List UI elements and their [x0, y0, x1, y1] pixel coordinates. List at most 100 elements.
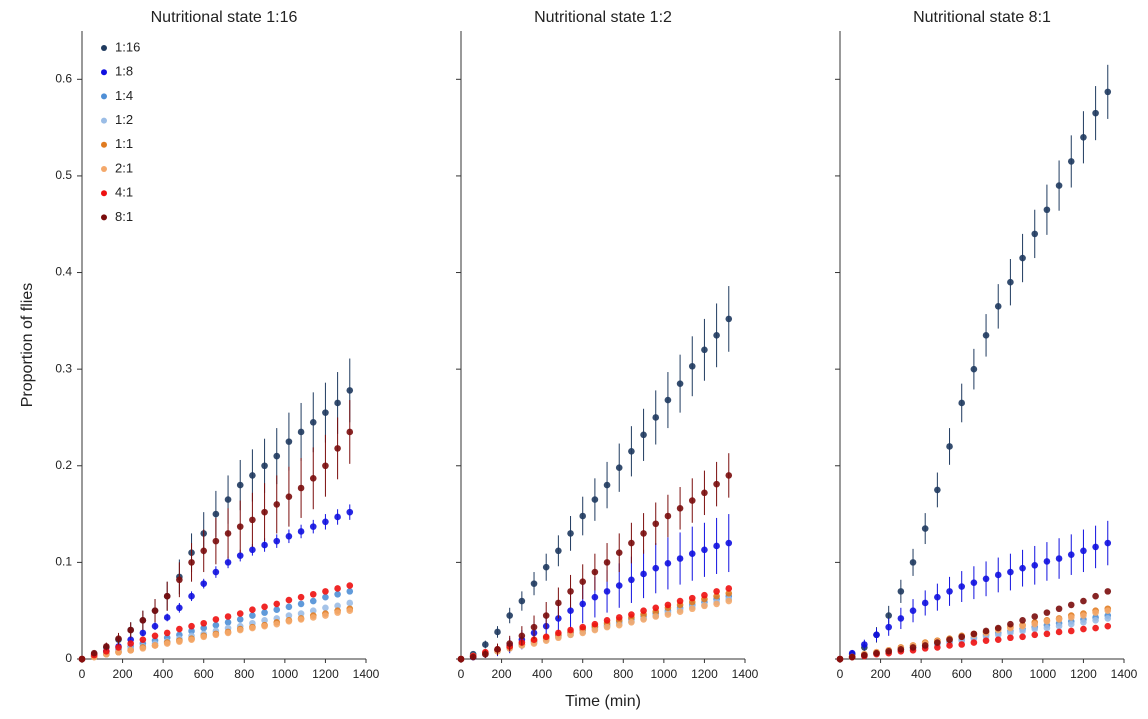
data-point — [212, 568, 220, 576]
data-point — [285, 532, 293, 540]
data-point — [640, 616, 647, 623]
legend-marker — [101, 45, 107, 51]
data-point — [334, 585, 341, 592]
data-point — [603, 588, 611, 595]
data-point — [334, 399, 341, 407]
data-point — [236, 552, 244, 559]
data-point — [725, 597, 733, 605]
y-tick-label: 0.6 — [55, 71, 72, 85]
data-point — [555, 629, 562, 637]
data-point — [603, 623, 611, 631]
data-point — [615, 621, 623, 629]
data-point — [1055, 628, 1063, 636]
data-point — [1067, 627, 1075, 635]
data-point — [701, 489, 708, 497]
data-point — [946, 642, 953, 649]
data-point — [836, 655, 844, 663]
x-tick-label: 0 — [458, 667, 465, 681]
data-point — [139, 645, 147, 652]
data-point — [212, 510, 220, 518]
data-point — [297, 593, 305, 601]
data-point — [1080, 618, 1087, 626]
y-tick-label: 0.2 — [55, 458, 72, 472]
data-point — [688, 594, 696, 602]
x-tick-label: 400 — [153, 667, 173, 681]
data-point — [188, 592, 195, 600]
data-point — [212, 537, 220, 545]
data-point — [224, 559, 232, 566]
legend-marker — [101, 214, 107, 221]
data-point — [261, 541, 268, 549]
data-point — [457, 655, 465, 663]
y-tick-label: 0.3 — [55, 361, 72, 375]
data-point — [676, 380, 684, 387]
data-point — [261, 508, 268, 516]
data-point — [212, 621, 220, 629]
data-point — [628, 447, 635, 455]
data-point — [1043, 558, 1051, 565]
data-point — [78, 655, 86, 663]
data-point — [701, 602, 708, 610]
data-point — [346, 588, 354, 595]
x-tick-label: 0 — [79, 667, 86, 681]
data-point — [334, 602, 341, 610]
data-point — [664, 396, 672, 404]
data-point — [640, 570, 647, 578]
x-tick-label: 200 — [871, 667, 891, 681]
data-point — [297, 528, 305, 535]
data-point — [652, 613, 660, 620]
x-tick-label: 200 — [113, 667, 133, 681]
data-point — [1019, 564, 1026, 572]
data-point — [297, 610, 305, 617]
data-point — [518, 632, 526, 640]
data-point — [518, 597, 526, 605]
data-point — [530, 580, 538, 587]
data-point — [1055, 605, 1063, 613]
data-point — [90, 649, 98, 657]
data-point — [1019, 622, 1026, 630]
x-tick-label: 600 — [952, 667, 972, 681]
data-point — [1007, 568, 1014, 576]
data-point — [603, 481, 611, 489]
data-point — [1007, 629, 1014, 637]
x-tick-label: 800 — [234, 667, 254, 681]
data-point — [127, 626, 134, 634]
data-point — [188, 636, 195, 643]
data-point — [139, 629, 147, 637]
data-point — [1019, 617, 1026, 624]
data-point — [346, 582, 354, 589]
data-point — [261, 617, 268, 624]
data-point — [309, 418, 317, 426]
data-point — [285, 493, 293, 500]
data-point — [1104, 539, 1112, 547]
data-point — [1019, 633, 1026, 641]
data-point — [555, 599, 562, 607]
data-point — [200, 619, 208, 627]
legend-marker — [101, 141, 107, 148]
data-point — [309, 614, 317, 621]
data-point — [1104, 615, 1112, 622]
data-point — [946, 588, 953, 595]
data-point — [334, 590, 341, 598]
data-point — [236, 610, 244, 617]
data-point — [309, 607, 317, 614]
data-point — [188, 622, 195, 630]
data-point — [982, 575, 990, 583]
data-point — [725, 472, 733, 479]
data-point — [1067, 551, 1075, 558]
data-point — [934, 593, 941, 601]
data-point — [970, 639, 978, 646]
data-point — [603, 617, 611, 624]
data-point — [249, 612, 256, 619]
data-point — [506, 612, 513, 619]
data-point — [688, 605, 696, 613]
legend-marker — [101, 117, 107, 124]
data-point — [676, 555, 684, 562]
data-point — [163, 640, 171, 647]
data-point — [309, 597, 317, 605]
data-point — [628, 611, 635, 618]
data-point — [652, 414, 660, 421]
data-point — [628, 539, 635, 547]
data-point — [946, 443, 953, 450]
data-point — [542, 633, 550, 641]
